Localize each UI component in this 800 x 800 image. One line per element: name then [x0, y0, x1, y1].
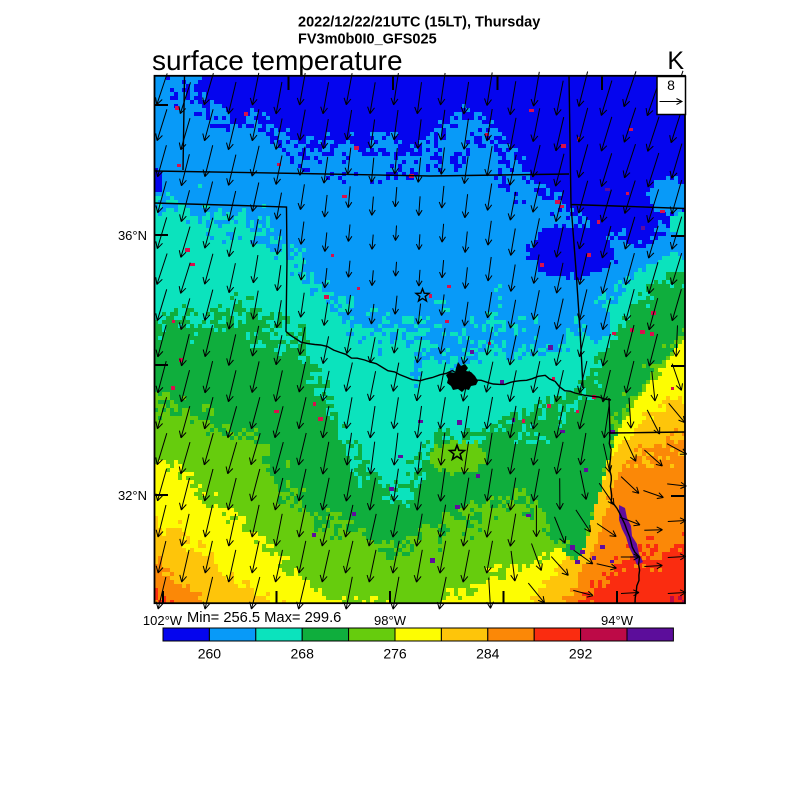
svg-text:FV3m0b0I0_GFS025: FV3m0b0I0_GFS025	[298, 32, 437, 48]
svg-text:K: K	[667, 47, 684, 75]
svg-text:292: 292	[569, 646, 593, 662]
svg-text:surface temperature: surface temperature	[152, 45, 403, 76]
svg-text:2022/12/22/21UTC (15LT), Thurs: 2022/12/22/21UTC (15LT), Thursday	[298, 15, 540, 31]
svg-text:8: 8	[667, 77, 675, 93]
svg-text:36°N: 36°N	[118, 228, 147, 243]
svg-text:276: 276	[383, 646, 407, 662]
svg-text:32°N: 32°N	[118, 488, 147, 503]
svg-text:284: 284	[476, 646, 500, 662]
svg-text:98°W: 98°W	[374, 613, 407, 628]
svg-text:260: 260	[198, 646, 222, 662]
svg-text:102°W: 102°W	[143, 613, 183, 628]
svg-text:94°W: 94°W	[601, 613, 634, 628]
svg-text:Min= 256.5 Max= 299.6: Min= 256.5 Max= 299.6	[187, 610, 341, 626]
svg-text:268: 268	[291, 646, 315, 662]
